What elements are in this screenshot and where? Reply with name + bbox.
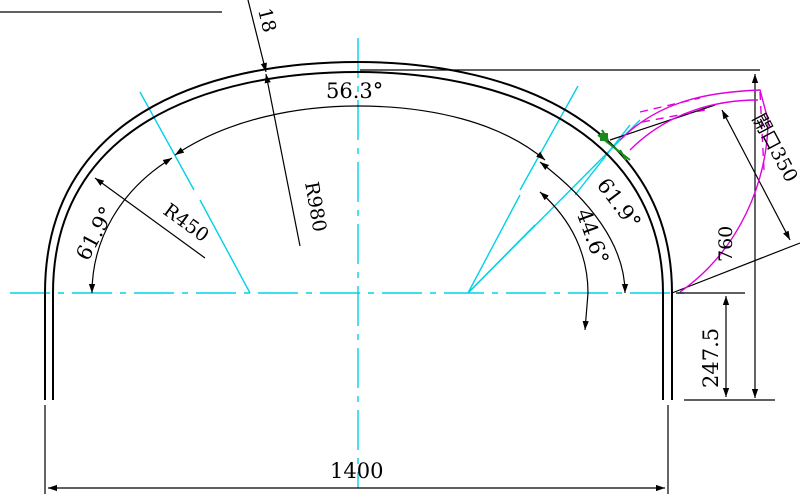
base-dimension [676,292,775,401]
opening-detail [360,69,800,398]
arc-left-61-9 [88,157,173,294]
label-height-base: 247.5 [699,328,723,388]
opening-sketch-arc [619,89,769,293]
bolt-head [600,133,608,141]
opening-sketch-arc-2 [629,99,759,151]
leader-r450 [94,177,206,259]
label-angle-left: 61.9° [71,203,119,265]
label-thickness: 18 [253,6,280,35]
label-angle-top: 56.3° [326,79,383,103]
width-dimension [44,405,669,494]
leader-thickness [247,0,267,73]
arch-outline [44,60,673,400]
label-angle-inner: 44.6° [571,206,613,268]
leader-r980 [264,73,301,247]
arc-44-6 [539,191,589,331]
label-radius-small: R450 [159,199,213,247]
opening-sketch-dash [639,91,765,171]
arch-outer [44,60,673,400]
opening-lower [671,242,800,294]
arc-56-3 [174,105,546,161]
label-width: 1400 [330,459,383,483]
right-ray-upper [519,85,579,191]
right-ray-mid [467,194,521,294]
left-ray-lower [199,199,251,294]
label-height-right: 760 [715,226,737,262]
dim-350-line [721,109,791,241]
arch-inner [52,70,664,400]
radius-leaders [94,0,301,259]
dimension-arcs [88,105,629,331]
arc-right-61-9 [539,161,629,294]
label-radius-large: R980 [300,180,330,234]
